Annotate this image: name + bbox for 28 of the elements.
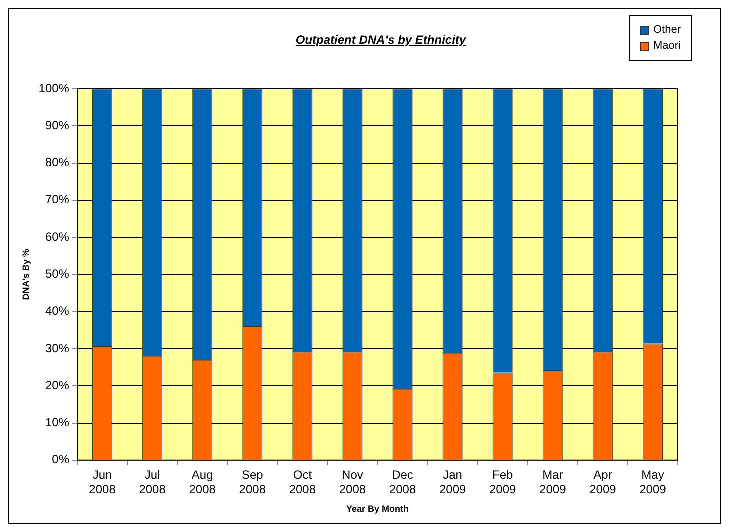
- y-tick-label: 30%: [45, 341, 70, 356]
- chart-title: Outpatient DNA's by Ethnicity: [296, 33, 466, 47]
- x-tick-label: Aug 2008: [189, 468, 216, 496]
- y-tick-label: 10%: [45, 416, 70, 430]
- x-tick-label: Sep 2008: [239, 468, 266, 496]
- legend-label: Maori: [653, 40, 681, 52]
- x-tick-label: Jun 2008: [89, 468, 116, 496]
- x-tick-label: Dec 2008: [389, 468, 416, 496]
- y-tick-label: 100%: [38, 81, 70, 96]
- x-tick-label: Oct 2008: [289, 468, 316, 496]
- x-axis-title: Year By Month: [346, 504, 410, 514]
- x-tick-label: Mar 2009: [540, 468, 567, 496]
- y-tick-label: 0%: [52, 452, 70, 467]
- x-tick-label: Jul 2008: [139, 468, 166, 496]
- x-tick-label: May 2009: [640, 468, 667, 496]
- legend-label: Other: [653, 24, 681, 36]
- y-tick-label: 20%: [45, 378, 70, 392]
- y-tick-label: 70%: [45, 192, 70, 207]
- x-tick-label: Apr 2009: [590, 468, 617, 496]
- x-tick-label: Feb 2009: [490, 468, 517, 496]
- y-tick-label: 90%: [45, 118, 70, 132]
- y-tick-label: 40%: [45, 304, 70, 318]
- y-tick-label: 80%: [45, 156, 70, 170]
- y-axis-title: DNA's By %: [20, 249, 31, 300]
- y-tick-label: 50%: [45, 267, 70, 282]
- x-tick-label: Jan 2009: [439, 468, 466, 496]
- x-tick-label: Nov 2008: [339, 468, 366, 496]
- y-tick-label: 60%: [45, 230, 70, 244]
